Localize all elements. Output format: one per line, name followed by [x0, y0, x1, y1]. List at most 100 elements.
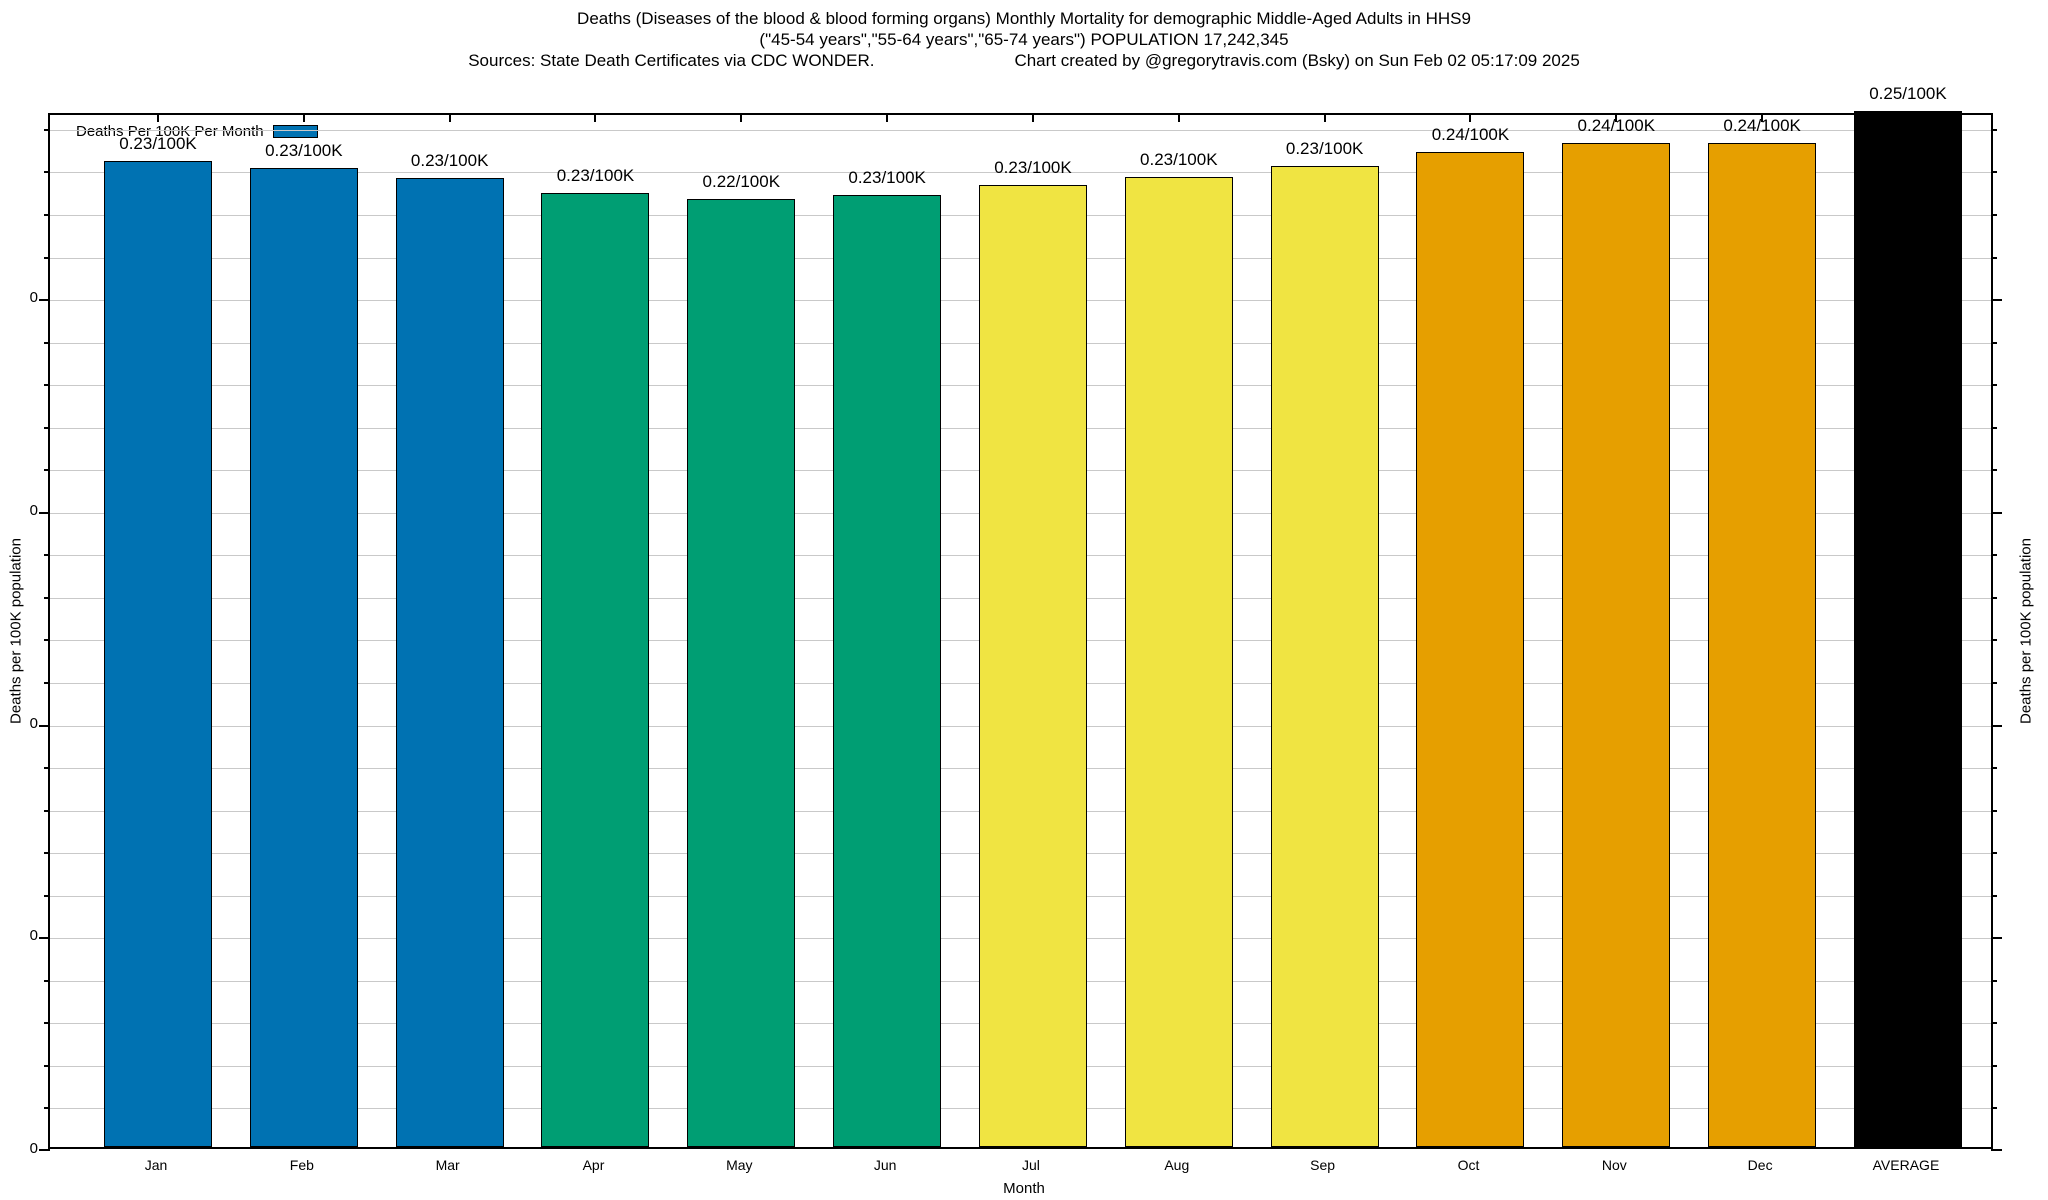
y-tick-right: [1991, 554, 1997, 557]
bar-feb: [249, 168, 358, 1147]
bar-average: [1853, 111, 1962, 1147]
x-tick-top-nov: [1615, 114, 1618, 122]
x-tick-top-feb: [302, 114, 305, 122]
y-tick-right: [1991, 341, 1997, 344]
y-tick-right: [1991, 171, 1997, 174]
credit-text: Chart created by @gregorytravis.com (Bsk…: [1014, 51, 1580, 70]
y-tick-right: [1991, 852, 1997, 855]
legend: Deaths Per 100K Per Month: [76, 123, 318, 140]
y-tick-right: [1991, 894, 1997, 897]
y-tick-right: [1991, 1107, 1997, 1110]
x-tick-label-mar: Mar: [435, 1157, 460, 1173]
bar-mar: [395, 178, 504, 1147]
y-tick-left: [39, 937, 50, 940]
y-tick-right: [1991, 681, 1997, 684]
x-tick-label-may: May: [726, 1157, 753, 1173]
y-tick-right: [1991, 724, 2002, 727]
bar-nov: [1562, 143, 1671, 1147]
bar-value-label-may: 0.22/100K: [702, 172, 781, 192]
y-tick-right: [1991, 767, 1997, 770]
y-tick-right: [1991, 426, 1997, 429]
bar-aug: [1124, 176, 1233, 1147]
x-tick-top-aug: [1177, 114, 1180, 122]
x-tick-top-mar: [448, 114, 451, 122]
x-tick-top-jul: [1031, 114, 1034, 122]
y-tick-right: [1991, 469, 1997, 472]
y-tick-left: [44, 894, 50, 897]
y-tick-right: [1991, 979, 1997, 982]
y-tick-left: [44, 979, 50, 982]
x-tick-top-sep: [1323, 114, 1326, 122]
bar-value-label-feb: 0.23/100K: [265, 141, 343, 161]
bar-value-label-jun: 0.23/100K: [848, 168, 926, 188]
x-tick-label-average: AVERAGE: [1872, 1157, 1940, 1173]
y-tick-left: [44, 341, 50, 344]
y-tick-right: [1991, 1022, 1997, 1025]
y-tick-left: [44, 1107, 50, 1110]
y-tick-label: 0: [29, 927, 38, 945]
y-tick-right: [1991, 384, 1997, 387]
x-tick-label-aug: Aug: [1164, 1157, 1190, 1173]
y-tick-left: [44, 596, 50, 599]
y-tick-right: [1991, 639, 1997, 642]
y-tick-right: [1991, 213, 1997, 216]
bar-value-label-jan: 0.23/100K: [119, 134, 197, 154]
legend-label: Deaths Per 100K Per Month: [76, 123, 264, 140]
y-tick-left: [39, 724, 50, 727]
y-tick-label: 0: [29, 289, 38, 307]
bar-value-label-apr: 0.23/100K: [556, 166, 635, 186]
bar-value-label-mar: 0.23/100K: [410, 151, 489, 171]
y-tick-right: [1991, 937, 2002, 940]
y-tick-right: [1991, 511, 2002, 514]
y-tick-left: [44, 384, 50, 387]
y-tick-left: [39, 1149, 50, 1151]
y-tick-left: [44, 681, 50, 684]
y-tick-left: [44, 171, 50, 174]
bar-jan: [104, 161, 212, 1147]
bar-sep: [1270, 166, 1379, 1147]
x-tick-label-dec: Dec: [1747, 1157, 1773, 1173]
legend-swatch: [272, 125, 318, 138]
y-tick-left: [39, 299, 50, 302]
y-tick-label: 0: [29, 714, 38, 732]
chart-header: Deaths (Diseases of the blood & blood fo…: [0, 8, 2048, 72]
x-axis-label: Month: [1003, 1180, 1045, 1197]
y-tick-right: [1991, 1149, 2002, 1151]
y-tick-left: [44, 426, 50, 429]
y-tick-left: [44, 213, 50, 216]
y-tick-left: [39, 511, 50, 514]
x-tick-top-jan: [157, 114, 159, 122]
y-tick-left: [44, 639, 50, 642]
x-tick-top-oct: [1469, 114, 1472, 122]
x-tick-label-feb: Feb: [289, 1157, 314, 1173]
y-gridline: [50, 129, 1991, 131]
chart-title-line1: Deaths (Diseases of the blood & blood fo…: [577, 9, 1471, 28]
y-tick-left: [44, 852, 50, 855]
x-tick-label-jan: Jan: [144, 1157, 168, 1173]
y-axis-label-left: Deaths per 100K population: [7, 538, 25, 724]
x-tick-label-jul: Jul: [1022, 1157, 1040, 1173]
y-tick-right: [1991, 596, 1997, 599]
y-tick-label: 0: [29, 501, 38, 519]
x-tick-label-oct: Oct: [1457, 1157, 1480, 1173]
y-tick-left: [44, 128, 50, 131]
bar-dec: [1708, 143, 1817, 1147]
y-tick-right: [1991, 256, 1997, 259]
x-tick-top-may: [740, 114, 743, 122]
y-axis-label-right: Deaths per 100K population: [2017, 538, 2035, 724]
y-gridline: [50, 172, 1991, 174]
x-tick-label-sep: Sep: [1310, 1157, 1336, 1173]
y-tick-right: [1991, 128, 1997, 131]
bar-jun: [833, 195, 942, 1147]
bar-value-label-oct: 0.24/100K: [1431, 125, 1510, 145]
source-text: Sources: State Death Certificates via CD…: [468, 51, 875, 70]
bar-value-label-average: 0.25/100K: [1869, 84, 1947, 103]
bar-value-label-dec: 0.24/100K: [1723, 116, 1801, 136]
bar-apr: [541, 193, 650, 1147]
bar-value-label-nov: 0.24/100K: [1577, 116, 1656, 136]
bar-jul: [978, 185, 1087, 1147]
y-tick-left: [44, 809, 50, 812]
x-tick-top-apr: [594, 114, 597, 122]
bar-value-label-jul: 0.23/100K: [994, 158, 1072, 178]
